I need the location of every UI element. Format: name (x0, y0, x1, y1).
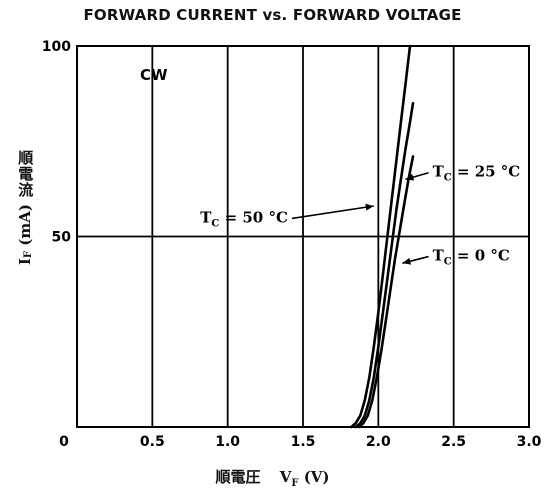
x-axis-label-symbol: V (279, 468, 292, 486)
y-axis-label-symbol: IF (mA) (15, 204, 34, 266)
x-tick-label: 3.0 (517, 434, 542, 450)
y-axis-label-jp: 順電流 (16, 150, 35, 198)
plot-frame (76, 45, 530, 428)
series-labels: TC = 50 °C TC = 25 °C TC = 0 °C (200, 163, 520, 268)
y-tick-label: 50 (52, 230, 72, 246)
series-label: TC = 50 °C (200, 208, 288, 229)
series-label: TC = 0 °C (433, 247, 510, 268)
y-axis-label-unit: (mA) (15, 204, 34, 246)
x-tick-label: 0.5 (140, 434, 165, 450)
series-label-arrowhead (365, 203, 374, 211)
x-axis-label: 順電圧 VF (V) (0, 466, 545, 489)
grid-lines (77, 46, 529, 427)
y-tick-label: 100 (42, 39, 71, 55)
x-tick-label: 2.5 (441, 434, 466, 450)
chart-title: FORWARD CURRENT vs. FORWARD VOLTAGE (83, 6, 462, 24)
y-axis-label-symbol-main: I (15, 258, 34, 266)
curves (349, 44, 415, 429)
x-axis-label-jp: 順電圧 (215, 468, 261, 486)
x-tick-label: 0 (59, 434, 69, 450)
series-label: TC = 25 °C (433, 163, 521, 184)
x-tick-label: 1.0 (215, 434, 240, 450)
curve-series-2 (349, 44, 412, 429)
series-label-arrowhead (402, 257, 412, 265)
x-axis-label-subscript: F (291, 478, 299, 489)
series-label-leader (291, 205, 374, 220)
curve-series-1 (354, 101, 415, 429)
series-label-arrowhead (405, 173, 415, 181)
x-tick-label: 2.0 (366, 434, 391, 450)
y-axis-label-subscript: F (22, 250, 34, 259)
tick-labels: 0 0.5 1.0 1.5 2.0 2.5 3.0 50 100 (42, 39, 542, 450)
x-axis-label-unit: (V) (303, 468, 330, 486)
curve-series-0 (357, 155, 415, 429)
x-tick-label: 1.5 (291, 434, 316, 450)
cw-annotation: CW (140, 66, 168, 84)
y-axis-label: 順電流 IF (mA) (12, 150, 38, 265)
